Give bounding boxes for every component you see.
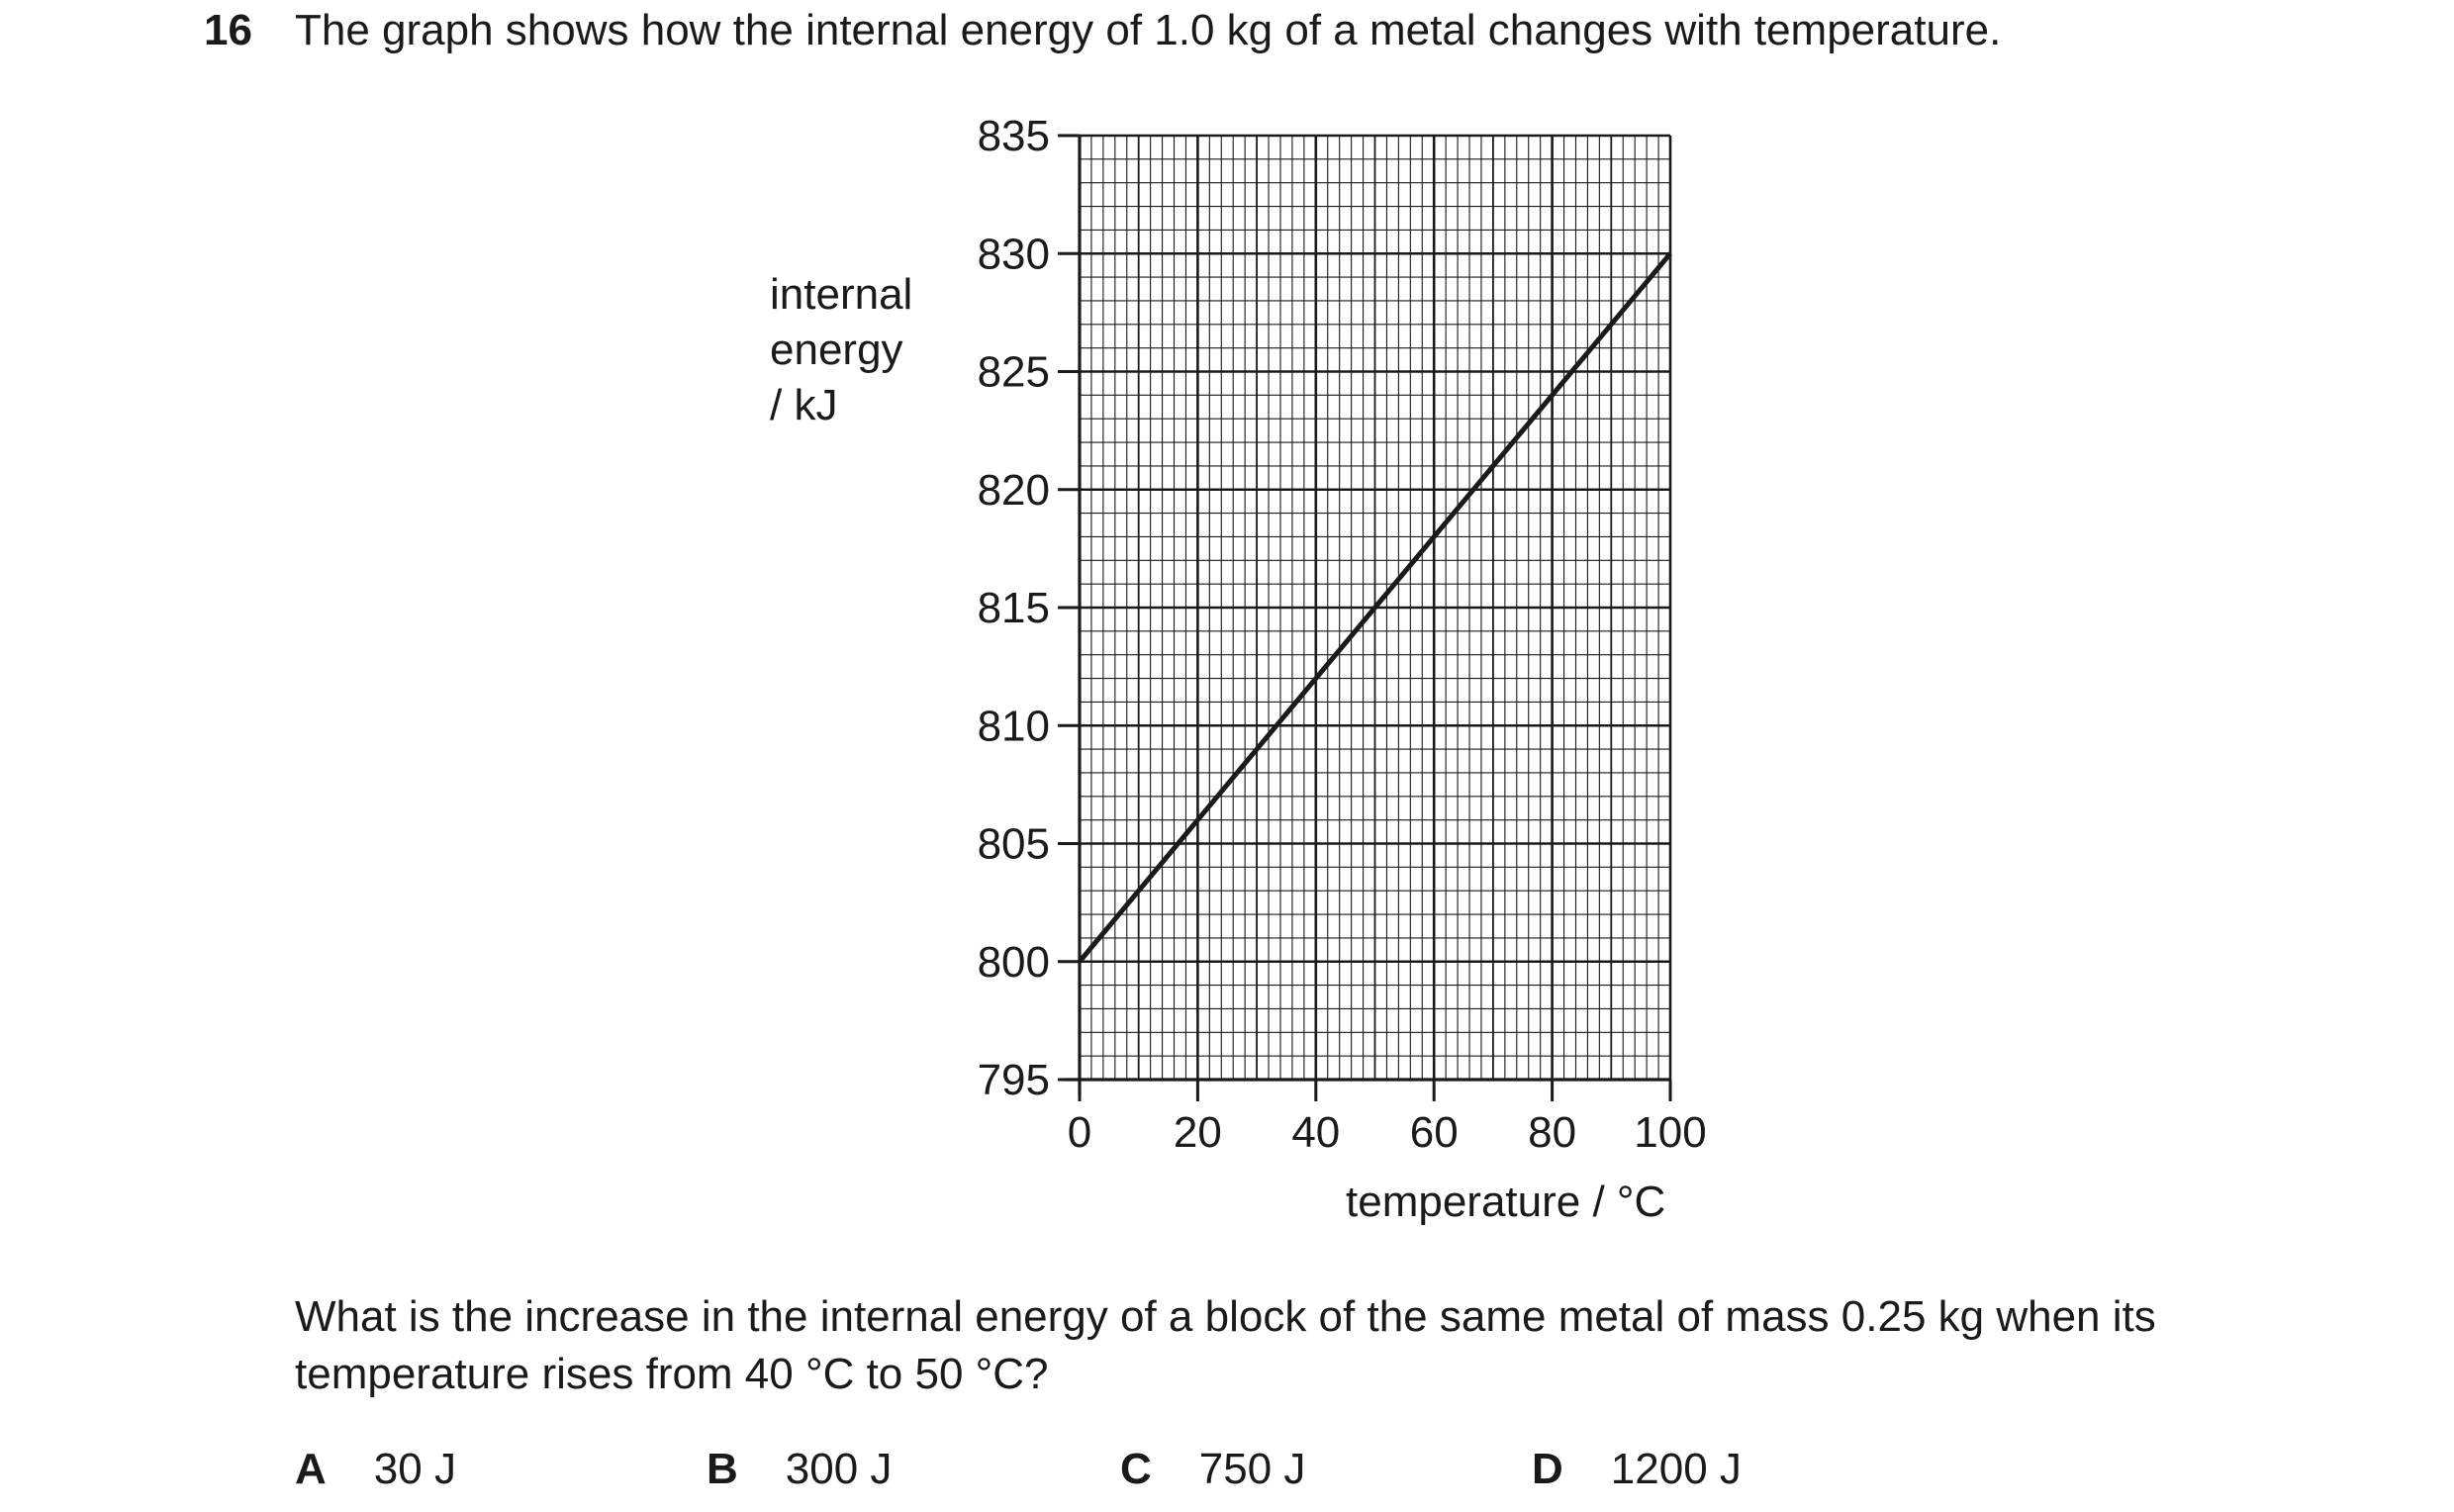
x-tick-label: 40: [1291, 1108, 1340, 1157]
y-tick-label: 835: [978, 112, 1050, 160]
question-prompt: What is the increase in the internal ene…: [295, 1288, 2422, 1403]
y-tick-label: 830: [978, 230, 1050, 278]
option-a-value: 30 J: [373, 1445, 456, 1493]
y-tick-label: 810: [978, 702, 1050, 750]
option-a[interactable]: A 30 J: [295, 1445, 456, 1494]
y-axis-label: internal energy / kJ: [770, 267, 912, 433]
x-tick-label: 100: [1634, 1108, 1706, 1157]
option-c[interactable]: C 750 J: [1120, 1445, 1305, 1494]
option-b-letter: B: [707, 1445, 738, 1493]
x-tick-label: 80: [1528, 1108, 1576, 1157]
option-b-value: 300 J: [785, 1445, 893, 1493]
y-tick-label: 825: [978, 348, 1050, 397]
option-b[interactable]: B 300 J: [707, 1445, 892, 1494]
y-tick-label: 820: [978, 466, 1050, 515]
x-tick-label: 60: [1410, 1108, 1459, 1157]
option-a-letter: A: [295, 1445, 327, 1493]
x-tick-label: 20: [1174, 1108, 1222, 1157]
question-prompt-line-1: What is the increase in the internal ene…: [295, 1292, 2156, 1341]
question-prompt-line-2: temperature rises from 40 °C to 50 °C?: [295, 1350, 1049, 1398]
x-axis-label: temperature / °C: [1346, 1178, 1666, 1226]
y-tick-label: 795: [978, 1056, 1050, 1104]
y-axis-label-line-2: energy: [770, 326, 903, 374]
y-axis-label-line-3: / kJ: [770, 381, 838, 429]
x-tick-label: 0: [1068, 1108, 1091, 1157]
y-tick-label: 805: [978, 820, 1050, 869]
question-stem: The graph shows how the internal energy …: [295, 6, 2002, 54]
option-d-value: 1200 J: [1610, 1445, 1742, 1493]
option-c-letter: C: [1120, 1445, 1152, 1493]
data-series-line: [1078, 251, 1672, 964]
option-c-value: 750 J: [1198, 1445, 1306, 1493]
y-axis-label-line-1: internal: [770, 270, 913, 319]
option-d-letter: D: [1532, 1445, 1563, 1493]
question-number: 16: [204, 6, 252, 54]
option-d[interactable]: D 1200 J: [1532, 1445, 1742, 1494]
y-tick-label: 815: [978, 584, 1050, 632]
y-tick-label: 800: [978, 938, 1050, 987]
